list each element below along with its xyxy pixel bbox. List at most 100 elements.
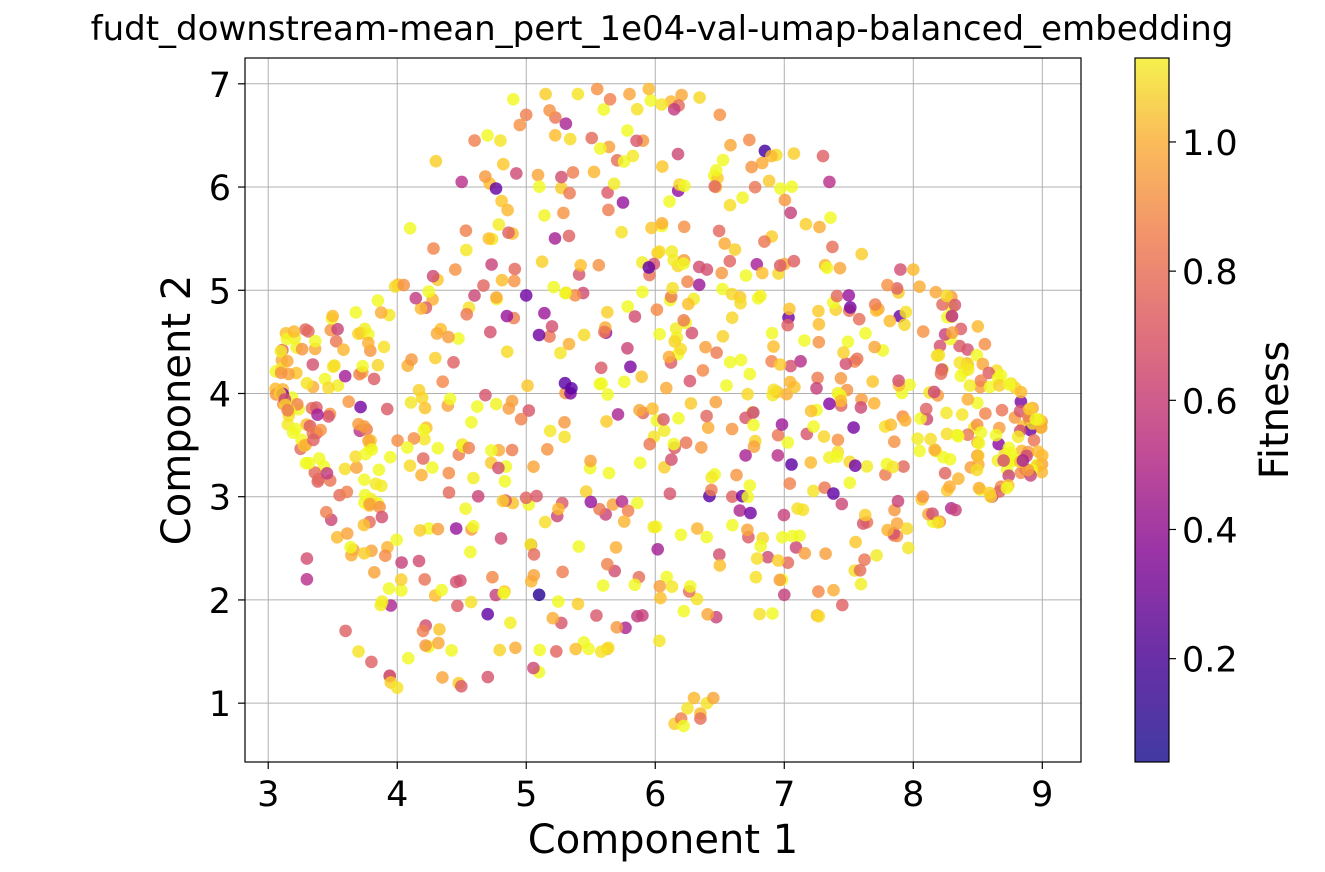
data-point <box>571 597 585 611</box>
data-point <box>741 387 754 401</box>
data-point <box>522 404 536 417</box>
data-point <box>436 375 450 389</box>
x-tick-label: 7 <box>773 775 795 815</box>
data-point <box>656 160 669 173</box>
data-point <box>653 245 666 258</box>
data-point <box>668 335 681 348</box>
data-point <box>827 583 840 597</box>
data-point <box>416 624 430 638</box>
y-ticks: 1 2 3 4 5 6 7 <box>209 66 245 725</box>
data-point <box>357 547 371 560</box>
data-point <box>419 639 432 652</box>
data-point <box>919 402 933 416</box>
data-point <box>630 134 643 148</box>
data-point <box>810 382 823 395</box>
data-point <box>841 335 855 349</box>
data-point <box>743 479 757 492</box>
data-point <box>859 327 872 340</box>
data-point <box>601 557 614 571</box>
data-point <box>898 414 912 427</box>
data-point <box>892 374 905 388</box>
data-point <box>442 330 455 344</box>
colorbar-label: Fitness <box>1252 341 1298 480</box>
data-point <box>500 309 514 323</box>
data-point <box>558 430 571 444</box>
y-tick-label: 6 <box>209 169 231 209</box>
data-point <box>663 195 676 208</box>
data-point <box>974 426 988 439</box>
data-point <box>479 388 492 402</box>
data-point <box>948 298 962 312</box>
data-point <box>621 300 634 313</box>
data-point <box>699 340 712 354</box>
data-point <box>562 229 576 243</box>
data-point <box>601 186 614 199</box>
data-point <box>402 651 415 665</box>
data-point <box>467 520 480 533</box>
data-point <box>642 261 656 274</box>
data-point <box>380 402 394 416</box>
data-point <box>1021 463 1035 477</box>
data-point <box>538 515 552 529</box>
data-point <box>667 103 681 116</box>
data-point <box>886 460 900 474</box>
data-point <box>693 91 706 104</box>
data-point <box>464 595 478 609</box>
data-point <box>783 375 797 389</box>
x-ticks: 3 4 5 6 7 8 9 <box>257 762 1053 815</box>
data-point <box>1014 385 1028 399</box>
data-point <box>350 461 363 474</box>
data-point <box>743 367 757 381</box>
data-point <box>812 585 825 598</box>
data-point <box>681 702 694 715</box>
data-point <box>739 269 753 282</box>
data-point <box>744 506 757 520</box>
data-point <box>372 463 386 477</box>
data-point <box>497 587 511 600</box>
data-point <box>577 328 591 342</box>
data-point <box>565 382 578 395</box>
data-point <box>819 547 832 560</box>
data-point <box>651 543 664 556</box>
data-point <box>677 314 690 327</box>
data-point <box>379 549 392 562</box>
data-point <box>766 607 779 620</box>
data-point <box>952 430 965 443</box>
data-point <box>442 466 456 480</box>
data-point <box>1003 378 1016 391</box>
data-point <box>342 395 356 409</box>
data-point <box>535 255 549 268</box>
data-point <box>467 471 480 485</box>
data-point <box>455 175 469 189</box>
data-point <box>807 420 820 433</box>
data-point <box>1035 465 1049 479</box>
data-point <box>784 206 797 220</box>
data-point <box>532 328 546 342</box>
data-point <box>414 302 428 315</box>
data-point <box>545 320 559 333</box>
data-point <box>505 394 519 408</box>
data-point <box>531 168 545 182</box>
data-point <box>464 545 477 559</box>
data-point <box>485 444 498 457</box>
data-point <box>726 490 739 504</box>
data-point <box>521 379 534 393</box>
data-point <box>308 466 322 479</box>
data-point <box>976 357 990 371</box>
data-point <box>726 518 739 532</box>
y-tick-label: 2 <box>209 582 231 622</box>
data-point <box>931 516 945 529</box>
data-point <box>312 452 326 465</box>
x-axis-label: Component 1 <box>528 817 798 863</box>
data-point <box>371 294 385 307</box>
data-point <box>543 424 557 438</box>
data-point <box>755 156 769 170</box>
data-point <box>914 412 927 425</box>
data-point <box>741 523 754 537</box>
data-point <box>362 336 375 350</box>
data-point <box>850 352 864 366</box>
data-point <box>881 523 894 537</box>
data-point <box>557 206 570 220</box>
data-point <box>692 278 706 292</box>
data-point <box>1011 430 1025 444</box>
